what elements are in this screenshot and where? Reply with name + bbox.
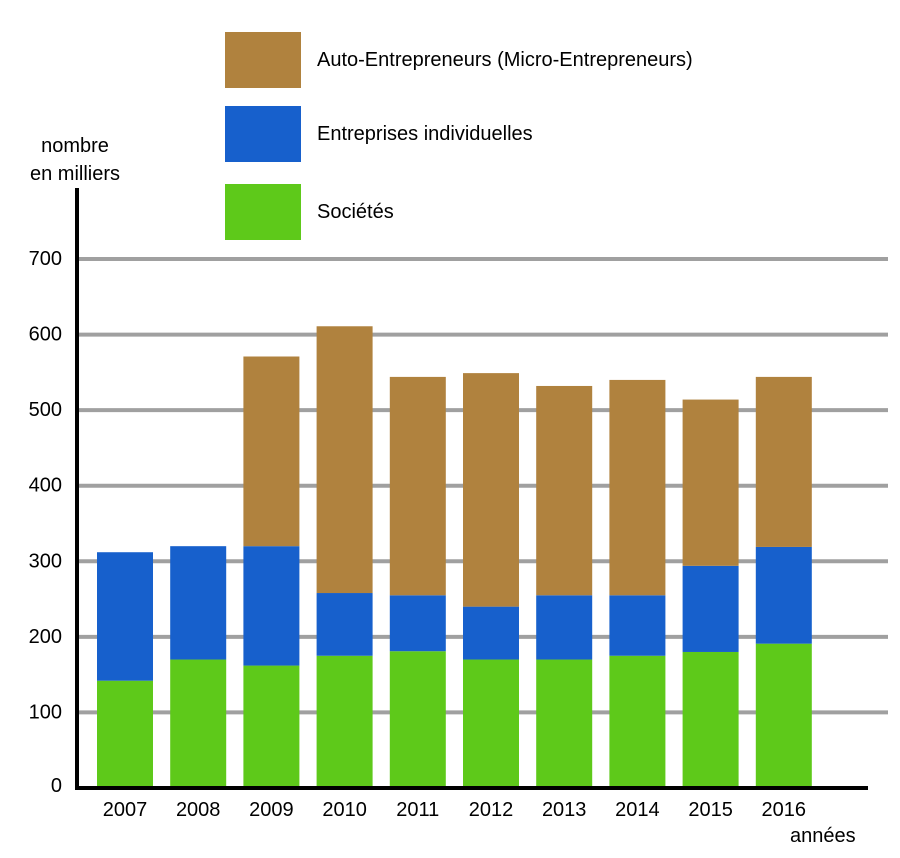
x-axis-label: années [790, 825, 856, 847]
bar-2014-series-2 [609, 379, 666, 596]
bar-2015-series-2 [682, 399, 739, 566]
bar-2007-series-1 [97, 552, 153, 681]
y-axis-label-line2: en milliers [30, 163, 120, 185]
bar-2009-series-1 [243, 546, 300, 666]
y-tick-label: 600 [29, 324, 62, 346]
legend-label-0: Sociétés [317, 201, 394, 223]
bar-2009-series-0 [243, 665, 300, 788]
bar-2009-series-2 [243, 356, 300, 547]
x-tick-label-2016: 2016 [762, 799, 807, 821]
bar-2012-series-0 [463, 659, 519, 788]
bar-2011-series-1 [389, 595, 446, 652]
legend-swatch-1 [225, 106, 301, 162]
x-tick-label-2007: 2007 [103, 799, 148, 821]
y-tick-label: 400 [29, 475, 62, 497]
bar-2016-series-2 [755, 376, 812, 547]
legend-label-1: Entreprises individuelles [317, 123, 533, 145]
bar-2012-series-1 [463, 606, 519, 660]
bar-2013-series-2 [536, 385, 593, 596]
bar-2013-series-1 [536, 595, 593, 660]
legend-swatch-2 [225, 32, 301, 88]
bar-2015-series-0 [682, 651, 739, 788]
x-tick-labels: 2007 2008 2009 2010 2011 2012 2013 2014 2015 2016 [103, 799, 806, 821]
y-tick-label: 700 [29, 248, 62, 270]
y-tick-label: 100 [29, 701, 62, 723]
bar-2016-series-0 [755, 643, 812, 788]
bar-2008-series-0 [170, 659, 227, 788]
bar-2016-series-1 [755, 546, 812, 644]
legend-swatch-0 [225, 184, 301, 240]
bar-2007-series-0 [97, 680, 153, 788]
y-axis-label-line1: nombre [41, 135, 109, 157]
x-tick-label-2012: 2012 [469, 799, 514, 821]
y-tick-label: 200 [29, 626, 62, 648]
x-tick-label-2010: 2010 [322, 799, 367, 821]
x-tick-label-2008: 2008 [176, 799, 221, 821]
bar-2012-series-2 [463, 373, 519, 607]
bar-2008-series-1 [170, 546, 227, 660]
bar-2013-series-0 [536, 659, 593, 788]
x-tick-label-2011: 2011 [396, 799, 439, 821]
legend: Auto-Entrepreneurs (Micro-Entrepreneurs)… [225, 32, 693, 240]
y-tick-label: 0 [51, 775, 62, 797]
x-tick-label-2014: 2014 [615, 799, 660, 821]
bar-2014-series-1 [609, 595, 666, 656]
axes [75, 188, 868, 790]
y-tick-label: 500 [29, 399, 62, 421]
bar-2010-series-2 [316, 326, 373, 594]
x-tick-label-2013: 2013 [542, 799, 587, 821]
legend-label-2: Auto-Entrepreneurs (Micro-Entrepreneurs) [317, 49, 693, 71]
y-tick-labels: 0 100 200 300 400 500 600 700 [29, 248, 62, 797]
x-tick-label-2015: 2015 [688, 799, 733, 821]
bar-2015-series-1 [682, 565, 739, 652]
bar-2011-series-0 [389, 651, 446, 788]
y-tick-label: 300 [29, 550, 62, 572]
x-tick-label-2009: 2009 [249, 799, 294, 821]
bar-2011-series-2 [389, 376, 446, 596]
bar-2014-series-0 [609, 655, 666, 788]
bars [97, 326, 812, 788]
bar-2010-series-1 [316, 593, 373, 656]
bar-2010-series-0 [316, 655, 373, 788]
